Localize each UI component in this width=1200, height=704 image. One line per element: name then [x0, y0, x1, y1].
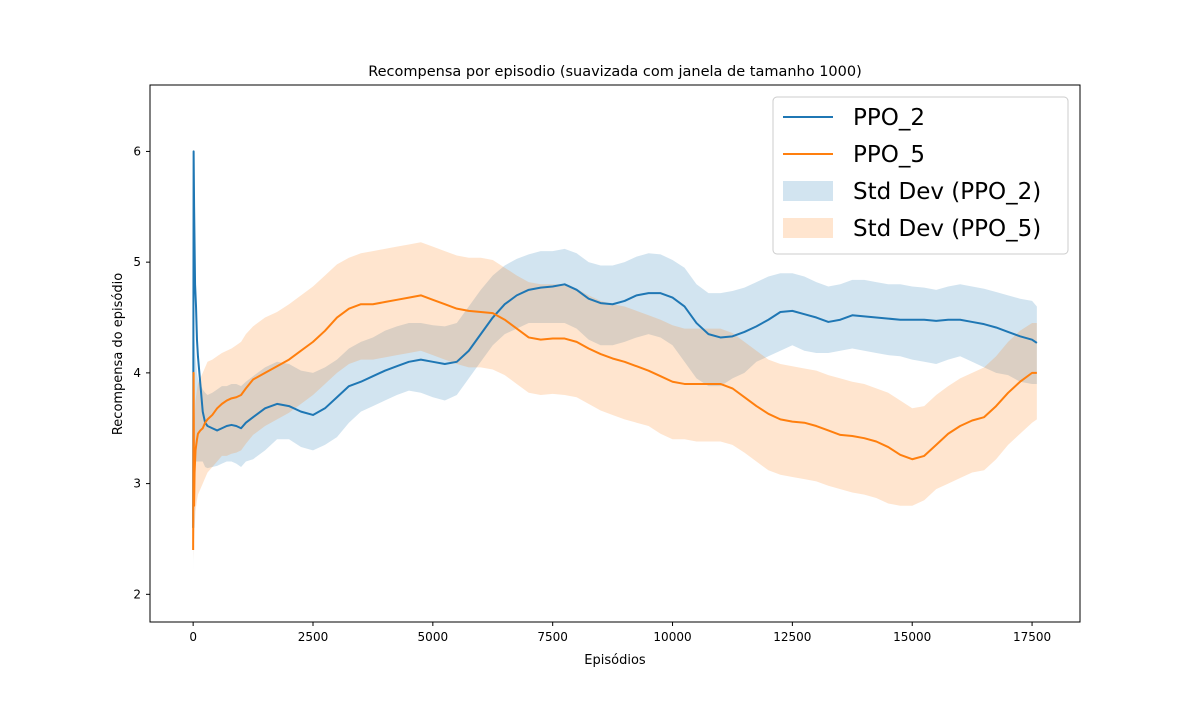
legend-label: Std Dev (PPO_2)	[853, 179, 1041, 205]
legend-swatch	[783, 181, 833, 201]
std-dev-bands	[193, 242, 1037, 573]
series-line-ppo-2	[192, 150, 1038, 528]
legend-label: Std Dev (PPO_5)	[853, 216, 1041, 242]
y-tick-label: 3	[133, 477, 141, 491]
axes: 0 2500 5000 7500 10000 12500 15000 17500 2 3 4 5 6	[133, 84, 1081, 644]
x-axis-label: Episódios	[584, 653, 646, 668]
x-tick-label: 17500	[1013, 630, 1051, 644]
plot-frame	[149, 84, 1081, 623]
std-dev-band-ppo-2	[193, 248, 1037, 573]
x-tick-label: 2500	[298, 630, 329, 644]
legend-label: PPO_5	[853, 142, 925, 168]
legend-label: PPO_2	[853, 105, 925, 131]
series-line-ppo-5	[192, 294, 1037, 551]
y-tick-label: 4	[133, 366, 141, 380]
x-tick-label: 0	[189, 630, 197, 644]
std-dev-band-ppo-5	[193, 242, 1037, 562]
x-tick-label: 15000	[893, 630, 931, 644]
series-lines	[192, 150, 1038, 551]
x-tick-label: 7500	[537, 630, 568, 644]
legend-box	[772, 96, 1069, 255]
x-tick-label: 10000	[653, 630, 691, 644]
x-tick-label: 12500	[773, 630, 811, 644]
y-tick-label: 2	[133, 587, 141, 601]
y-tick-label: 6	[133, 144, 141, 158]
y-axis-label: Recompensa do episódio	[111, 273, 126, 435]
legend: PPO_2 PPO_5 Std Dev (PPO_2) Std Dev (PPO_5)	[772, 96, 1069, 255]
x-tick-label: 5000	[418, 630, 449, 644]
y-tick-label: 5	[133, 255, 141, 269]
legend-swatch	[783, 218, 833, 238]
chart-title: Recompensa por episodio (suavizada com j…	[368, 64, 862, 80]
